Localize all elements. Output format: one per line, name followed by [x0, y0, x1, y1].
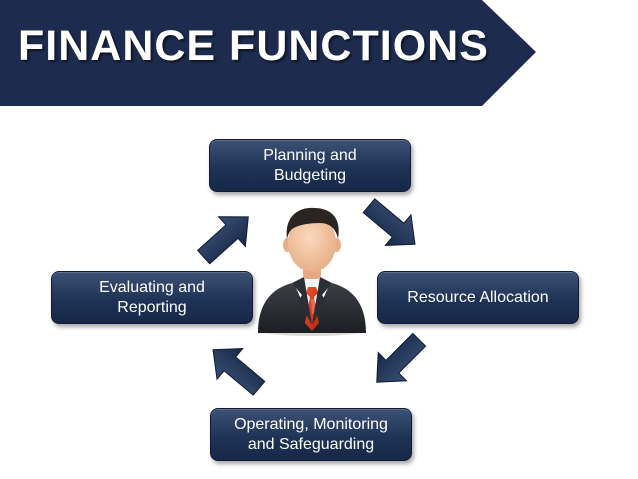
page-title: FINANCE FUNCTIONS: [18, 22, 489, 70]
step-operating-monitoring: Operating, Monitoring and Safeguarding: [210, 408, 412, 461]
arrow-evaluating-to-planning-icon: [196, 216, 249, 265]
step-resource-allocation: Resource Allocation: [377, 271, 579, 324]
arrow-resource-to-operating-icon: [376, 332, 427, 383]
arrow-operating-to-evaluating-icon: [212, 347, 266, 396]
arrow-planning-to-resource-icon: [362, 198, 416, 247]
businessman-icon: [258, 207, 366, 336]
step-evaluating-reporting: Evaluating and Reporting: [51, 271, 253, 324]
step-planning-budgeting: Planning and Budgeting: [209, 139, 411, 192]
